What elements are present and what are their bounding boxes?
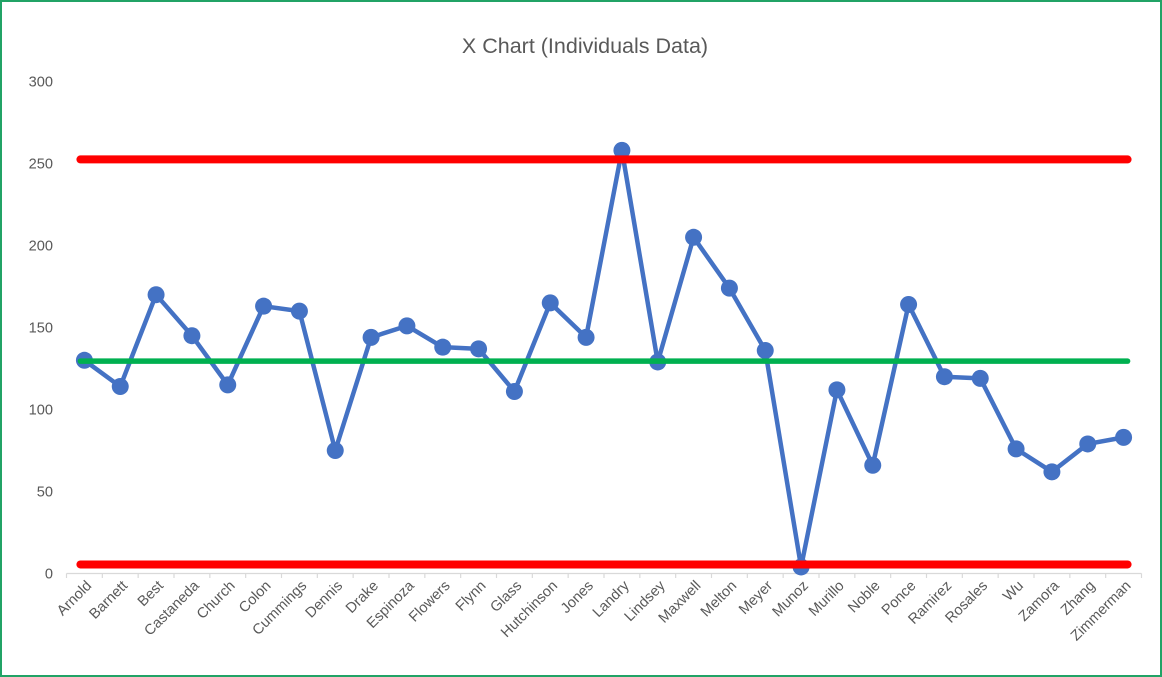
data-point-marker [935,368,953,386]
data-point-marker [470,340,488,358]
y-axis-tick-label: 200 [29,239,53,255]
y-axis-tick-label: 300 [29,75,53,91]
x-axis-category-label: Melton [698,578,740,620]
y-axis-tick-label: 150 [29,321,53,337]
x-axis-category-label: Dennis [303,578,346,621]
x-axis-category-label: Church [194,578,239,623]
y-axis-tick-label: 0 [45,567,53,583]
data-point-marker [111,378,129,396]
data-point-marker [362,328,380,346]
data-point-marker [1115,428,1133,446]
x-axis-category-label: Flynn [453,578,490,615]
x-axis-category-label: Meyer [736,578,776,618]
x-axis-category-label: Murillo [806,578,848,620]
data-point-marker [577,328,595,346]
data-point-marker [1043,463,1061,481]
data-point-marker [326,442,344,459]
data-point-marker [971,369,989,387]
data-point-marker [828,381,846,399]
data-point-marker [147,286,165,304]
data-point-marker [720,279,738,297]
data-point-marker [183,327,201,345]
data-point-marker [613,141,631,159]
data-point-marker [900,296,918,314]
x-axis-category-label: Zamora [1016,577,1063,624]
y-axis-tick-label: 100 [29,403,53,419]
data-point-marker [290,302,308,320]
chart-title: X Chart (Individuals Data) [462,34,708,58]
x-axis-category-label: Wu [1000,578,1027,605]
x-axis-category-label: Barnett [86,578,131,623]
y-axis-tick-label: 250 [29,157,53,173]
data-point-marker [255,297,273,315]
data-point-marker [1079,435,1097,453]
x-axis-category-label: Munoz [770,578,812,620]
data-point-marker [219,376,237,394]
data-point-marker [541,294,559,312]
data-point-marker [505,382,523,400]
data-point-marker [685,228,703,246]
data-point-marker [434,338,452,356]
data-point-marker [398,317,416,335]
data-point-marker [1007,440,1025,458]
x-axis-category-label: Best [135,578,167,610]
x-axis-category-label: Noble [845,578,883,616]
data-point-marker [756,341,774,359]
y-axis-tick-label: 50 [37,485,53,501]
data-point-marker [864,456,882,474]
